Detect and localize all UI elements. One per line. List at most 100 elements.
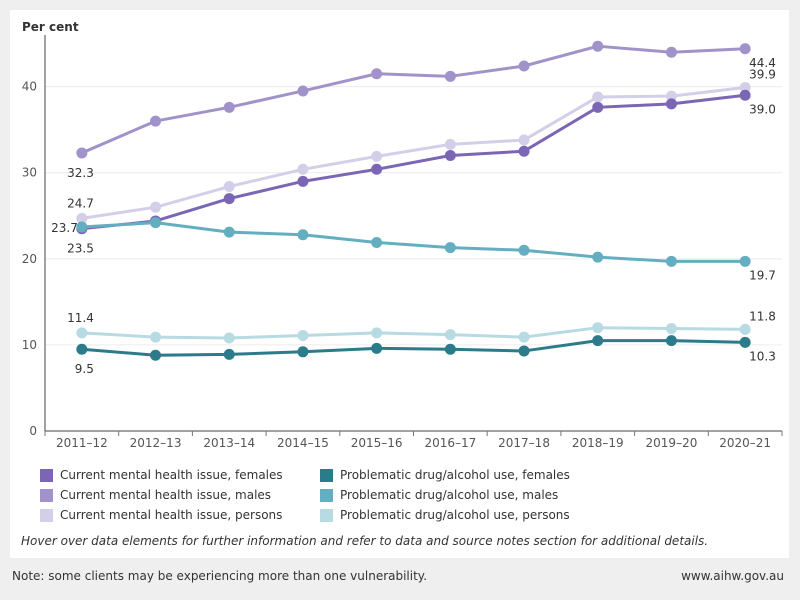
data-point[interactable] (150, 201, 162, 213)
x-tick-label: 2015–16 (351, 436, 403, 450)
data-point[interactable] (665, 323, 677, 335)
legend-item[interactable]: Problematic drug/alcohol use, persons (320, 508, 620, 522)
data-label: 23.5 (67, 242, 94, 256)
legend-item[interactable]: Current mental health issue, females (40, 468, 320, 482)
data-label: 11.4 (67, 311, 94, 325)
data-point[interactable] (665, 46, 677, 58)
data-point[interactable] (739, 323, 751, 335)
data-point[interactable] (665, 335, 677, 347)
data-point[interactable] (518, 145, 530, 157)
data-point[interactable] (371, 236, 383, 248)
y-tick-label: 30 (22, 166, 37, 180)
data-point[interactable] (76, 221, 88, 233)
data-point[interactable] (739, 43, 751, 55)
series-lines[interactable] (76, 40, 751, 361)
data-label: 19.7 (749, 268, 776, 282)
data-point[interactable] (444, 329, 456, 341)
data-point[interactable] (76, 212, 88, 224)
data-point[interactable] (592, 91, 604, 103)
data-point[interactable] (150, 217, 162, 229)
series-line[interactable] (81, 221, 746, 263)
data-point[interactable] (665, 90, 677, 102)
data-point[interactable] (592, 335, 604, 347)
series-line[interactable] (81, 326, 746, 340)
y-tick-label: 40 (22, 80, 37, 94)
data-point[interactable] (371, 342, 383, 354)
footer-site[interactable]: www.aihw.gov.au (681, 569, 784, 583)
data-point[interactable] (665, 255, 677, 267)
data-point[interactable] (297, 346, 309, 358)
data-point[interactable] (518, 60, 530, 72)
data-label: 44.4 (749, 56, 776, 70)
series-line[interactable] (81, 44, 746, 155)
x-tick-label: 2014–15 (277, 436, 329, 450)
legend-item[interactable]: Current mental health issue, persons (40, 508, 320, 522)
data-point[interactable] (223, 332, 235, 344)
series-line[interactable] (81, 93, 746, 231)
data-point[interactable] (592, 40, 604, 52)
data-point[interactable] (444, 70, 456, 82)
data-point[interactable] (297, 163, 309, 175)
x-tick-label: 2017–18 (498, 436, 550, 450)
footer-note: Note: some clients may be experiencing m… (12, 569, 428, 583)
legend-item[interactable]: Problematic drug/alcohol use, males (320, 488, 620, 502)
data-point[interactable] (592, 251, 604, 263)
data-point[interactable] (592, 101, 604, 113)
y-tick-label: 10 (22, 338, 37, 352)
axes: 0 10 20 30 40 2011–12 2012–13 2013–14 2014–15 201… (22, 35, 783, 450)
legend[interactable]: Current mental health issue, females Prob… (40, 468, 780, 522)
data-point[interactable] (371, 150, 383, 162)
x-tick-label: 2018–19 (572, 436, 624, 450)
data-point[interactable] (76, 327, 88, 339)
data-point[interactable] (297, 329, 309, 341)
legend-swatch (320, 468, 333, 482)
legend-item[interactable]: Problematic drug/alcohol use, females (320, 468, 620, 482)
x-tick-label: 2012–13 (130, 436, 182, 450)
data-point[interactable] (297, 85, 309, 97)
x-tick-label: 2013–14 (203, 436, 255, 450)
data-point[interactable] (76, 343, 88, 355)
data-point[interactable] (444, 138, 456, 150)
x-tick-label: 2019–20 (646, 436, 698, 450)
data-point[interactable] (223, 226, 235, 238)
data-point[interactable] (665, 98, 677, 110)
series-line[interactable] (81, 339, 746, 357)
legend-label: Problematic drug/alcohol use, males (340, 488, 559, 502)
data-point[interactable] (739, 89, 751, 101)
line-chart[interactable]: Per cent 0 10 20 30 40 2011–12 2012–13 2013–14 2… (10, 10, 789, 460)
data-point[interactable] (518, 331, 530, 343)
data-point[interactable] (444, 343, 456, 355)
data-point[interactable] (150, 115, 162, 127)
data-point[interactable] (297, 229, 309, 241)
data-point[interactable] (444, 150, 456, 162)
data-point[interactable] (297, 175, 309, 187)
data-point[interactable] (739, 336, 751, 348)
data-point[interactable] (371, 327, 383, 339)
data-point[interactable] (739, 82, 751, 94)
data-point[interactable] (518, 134, 530, 146)
data-label: 23.7 (51, 221, 78, 235)
data-point[interactable] (223, 348, 235, 360)
series-line[interactable] (81, 86, 746, 220)
legend-swatch (320, 488, 333, 502)
data-point[interactable] (444, 242, 456, 254)
data-label: 39.9 (749, 68, 776, 82)
data-point[interactable] (371, 68, 383, 80)
data-point[interactable] (223, 181, 235, 193)
data-point[interactable] (371, 163, 383, 175)
data-point[interactable] (150, 331, 162, 343)
data-point[interactable] (518, 345, 530, 357)
data-point[interactable] (150, 349, 162, 361)
data-point[interactable] (592, 322, 604, 334)
x-tick-label: 2011–12 (56, 436, 108, 450)
legend-label: Problematic drug/alcohol use, females (340, 468, 570, 482)
data-point[interactable] (76, 147, 88, 159)
y-tick-label: 0 (29, 424, 37, 438)
data-point[interactable] (739, 255, 751, 267)
legend-item[interactable]: Current mental health issue, males (40, 488, 320, 502)
data-label: 11.8 (749, 309, 776, 323)
data-point[interactable] (518, 244, 530, 256)
data-point[interactable] (223, 101, 235, 113)
data-point[interactable] (223, 193, 235, 205)
legend-label: Problematic drug/alcohol use, persons (340, 508, 570, 522)
